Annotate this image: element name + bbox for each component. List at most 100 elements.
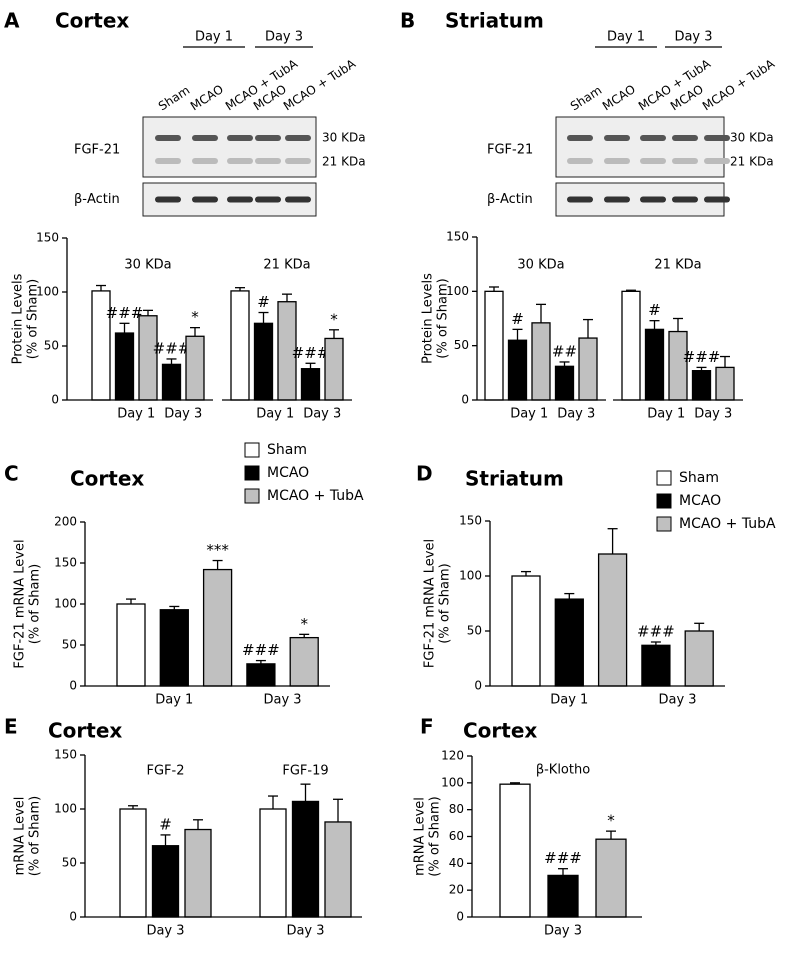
y-tick-label: 150 bbox=[36, 231, 59, 245]
blot-band bbox=[672, 135, 698, 141]
bar bbox=[324, 821, 352, 918]
y-tick-label: 50 bbox=[62, 856, 77, 870]
lane-label: MCAO bbox=[188, 82, 226, 113]
marker-label: 30 KDa bbox=[730, 131, 774, 145]
legend-swatch bbox=[244, 442, 260, 458]
blot-band bbox=[567, 158, 593, 164]
group-label: β-Klotho bbox=[536, 763, 590, 778]
y-axis-label: (% of Sham) bbox=[438, 563, 453, 643]
bar bbox=[531, 322, 551, 401]
panel-letter: B bbox=[400, 9, 415, 33]
legend-swatch bbox=[244, 465, 260, 481]
x-label: Day 3 bbox=[146, 924, 184, 939]
blot-band bbox=[285, 135, 311, 141]
y-tick-label: 100 bbox=[54, 802, 77, 816]
panel-title: Cortex bbox=[48, 719, 122, 743]
bar bbox=[684, 630, 714, 687]
bar bbox=[547, 874, 579, 918]
bar bbox=[621, 290, 641, 401]
significance-label: *** bbox=[206, 541, 229, 559]
group-label: FGF-2 bbox=[147, 764, 185, 779]
blot-band bbox=[285, 196, 311, 203]
blot-row-label: β-Actin bbox=[487, 192, 533, 207]
day-label: Day 1 bbox=[195, 30, 233, 45]
bar bbox=[116, 603, 146, 687]
bar bbox=[554, 365, 575, 401]
significance-label: ## bbox=[552, 342, 577, 360]
significance-label: * bbox=[607, 812, 615, 830]
x-label: Day 1 bbox=[256, 407, 294, 422]
blot-band bbox=[604, 196, 630, 203]
bar bbox=[499, 783, 531, 918]
bar bbox=[184, 828, 212, 918]
bar bbox=[291, 800, 320, 918]
bar bbox=[300, 368, 321, 401]
blot-band bbox=[227, 196, 253, 203]
significance-label: * bbox=[191, 308, 199, 326]
blot-band bbox=[704, 158, 730, 164]
x-label: Day 3 bbox=[286, 924, 324, 939]
bar bbox=[597, 553, 628, 687]
blot-band bbox=[704, 135, 730, 141]
bar bbox=[138, 315, 158, 401]
y-tick-label: 100 bbox=[441, 775, 464, 789]
blot-band bbox=[640, 135, 666, 141]
blot-band bbox=[672, 158, 698, 164]
y-axis-label: (% of Sham) bbox=[428, 796, 443, 876]
lane-label: MCAO + TubA bbox=[700, 56, 778, 113]
lane-label: MCAO bbox=[600, 82, 638, 113]
y-tick-label: 120 bbox=[441, 749, 464, 763]
blot-band bbox=[604, 135, 630, 141]
significance-label: # bbox=[648, 301, 661, 319]
y-tick-label: 100 bbox=[459, 569, 482, 583]
legend-swatch bbox=[656, 493, 672, 509]
blot-band bbox=[192, 196, 218, 203]
blot-band bbox=[255, 196, 281, 203]
blot-band bbox=[255, 135, 281, 141]
bar bbox=[644, 328, 665, 401]
x-label: Day 3 bbox=[557, 407, 595, 422]
x-label: Day 3 bbox=[544, 924, 582, 939]
y-axis-label: Protein Levels bbox=[421, 273, 436, 364]
y-axis-label: mRNA Level bbox=[413, 797, 428, 876]
y-tick-label: 100 bbox=[54, 597, 77, 611]
bar bbox=[578, 337, 598, 401]
x-label: Day 3 bbox=[659, 693, 697, 708]
y-axis-label: FGF-21 mRNA Level bbox=[423, 539, 438, 668]
legend-swatch bbox=[656, 516, 672, 532]
bar bbox=[511, 575, 541, 687]
y-tick-label: 200 bbox=[54, 515, 77, 529]
x-label: Day 3 bbox=[264, 693, 302, 708]
day-label: Day 1 bbox=[607, 30, 645, 45]
blot-band bbox=[567, 135, 593, 141]
significance-label: # bbox=[257, 293, 270, 311]
panel-letter: A bbox=[4, 9, 20, 33]
legend-label: MCAO bbox=[679, 493, 721, 509]
blot-band bbox=[285, 158, 311, 164]
blot-band bbox=[192, 158, 218, 164]
blot-band bbox=[155, 196, 181, 203]
group-label: 30 KDa bbox=[124, 258, 171, 273]
bar bbox=[691, 370, 712, 401]
blot-box bbox=[555, 116, 725, 178]
panel-title: Striatum bbox=[445, 9, 544, 33]
bar bbox=[119, 808, 147, 918]
marker-label: 21 KDa bbox=[730, 155, 774, 169]
y-tick-label: 60 bbox=[449, 829, 464, 843]
lane-label: Sham bbox=[156, 83, 192, 113]
y-tick-label: 50 bbox=[467, 624, 482, 638]
blot-band bbox=[704, 196, 730, 203]
y-tick-label: 0 bbox=[69, 679, 77, 693]
blot-band bbox=[640, 196, 666, 203]
y-tick-label: 20 bbox=[449, 883, 464, 897]
panel-title: Cortex bbox=[70, 467, 144, 491]
y-tick-label: 150 bbox=[54, 748, 77, 762]
bar bbox=[554, 598, 584, 687]
y-tick-label: 40 bbox=[449, 856, 464, 870]
panel-title: Striatum bbox=[465, 467, 564, 491]
blot-band bbox=[227, 135, 253, 141]
y-tick-label: 100 bbox=[36, 285, 59, 299]
bar bbox=[151, 845, 180, 918]
y-tick-label: 0 bbox=[69, 910, 77, 924]
